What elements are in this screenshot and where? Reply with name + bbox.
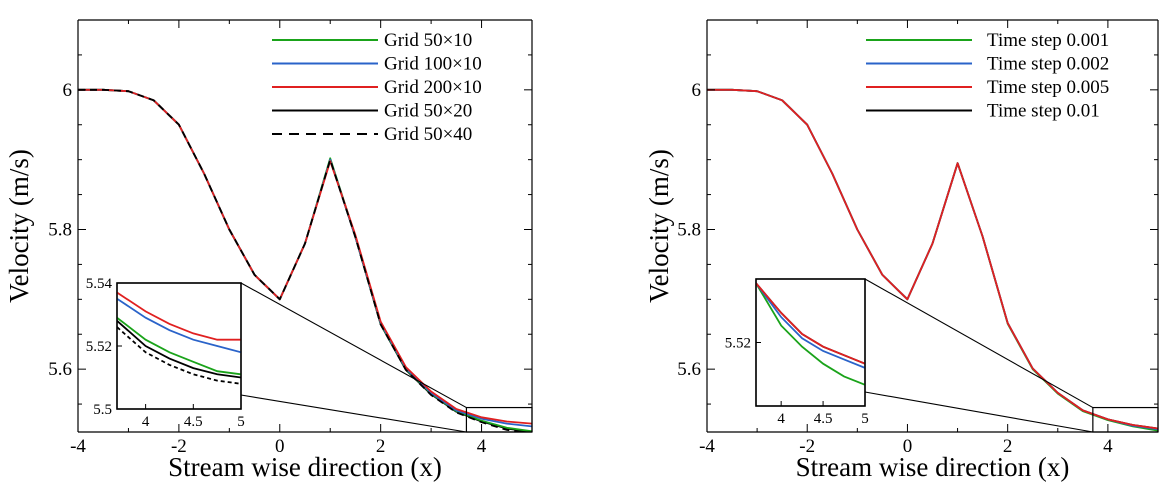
inset-y-tick-label: 5.52	[725, 336, 751, 352]
inset-x-tick-label: 4	[142, 414, 150, 430]
legend-label: Grid 200×10	[384, 77, 482, 98]
legend-label: Time step 0.01	[987, 101, 1100, 122]
x-tick-label: 0	[903, 436, 913, 457]
x-tick-label: 2	[1003, 436, 1013, 457]
inset-series-line-3	[756, 282, 865, 365]
inset-x-tick-label: 5	[237, 414, 245, 430]
series-group	[78, 88, 532, 432]
x-tick-label: 4	[477, 436, 487, 457]
inset-series-line-1	[117, 316, 241, 376]
x-tick-label: -4	[699, 436, 715, 457]
inset-series-group	[756, 282, 865, 386]
x-axis-title: Stream wise direction (x)	[796, 452, 1070, 482]
series-group	[707, 88, 1158, 432]
inset-series-line-5	[117, 326, 241, 385]
series-line-3	[707, 88, 1158, 430]
legend-label: Grid 50×40	[384, 124, 472, 145]
zoom-connector-top	[240, 282, 467, 409]
inset-x-tick-label: 4.5	[184, 414, 203, 430]
y-tick-label: 6	[63, 80, 73, 101]
x-tick-label: 4	[1103, 436, 1113, 457]
y-tick-label: 5.6	[677, 359, 701, 380]
x-tick-label: 0	[275, 436, 285, 457]
inset-series-line-1	[756, 282, 865, 386]
inset-series-line-4	[117, 320, 241, 379]
legend-label: Grid 100×10	[384, 54, 482, 75]
zoom-connector-bottom	[240, 394, 467, 433]
inset-plot: 4 4.5 5 5.5 5.52 5.54	[86, 276, 245, 430]
y-tick-label: 5.8	[677, 219, 701, 240]
x-tick-label: -2	[799, 436, 815, 457]
legend-label: Time step 0.002	[987, 54, 1109, 75]
inset-y-tick-label: 5.54	[86, 276, 113, 292]
chart-1: -4 -2 0 2 4 5.6 5.8 6 Stream wise direction (x) V…	[4, 19, 533, 482]
inset-x-tick-label: 4	[777, 411, 785, 427]
inset-series-line-2	[117, 297, 241, 354]
zoom-connector-top	[864, 278, 1094, 409]
y-tick-label: 5.6	[48, 359, 72, 380]
y-axis-title: Velocity (m/s)	[644, 149, 674, 303]
zoom-region-box	[1092, 406, 1159, 433]
inset-y-tick-label: 5.52	[86, 339, 112, 355]
y-axis-title: Velocity (m/s)	[4, 149, 34, 303]
inset-series-line-3	[117, 291, 241, 341]
inset-series-line-2	[756, 282, 865, 369]
legend-label: Grid 50×10	[384, 30, 472, 51]
inset-x-tick-label: 5	[861, 411, 869, 427]
x-tick-label: 2	[376, 436, 386, 457]
inset-series-group	[117, 291, 241, 385]
legend-label: Time step 0.001	[987, 30, 1109, 51]
legend-label: Time step 0.005	[987, 77, 1109, 98]
inset-frame	[116, 282, 242, 410]
chart-2: -4 -2 0 2 4 5.6 5.8 6 Stream wise direction (x) V…	[644, 19, 1159, 482]
zoom-connector-bottom	[864, 391, 1093, 433]
y-tick-label: 6	[692, 80, 702, 101]
inset-y-tick-label: 5.5	[93, 402, 112, 418]
x-tick-label: -4	[70, 436, 86, 457]
inset-plot: 4 4.5 5 5.52	[725, 278, 869, 427]
x-tick-label: -2	[171, 436, 187, 457]
series-line-5	[78, 88, 529, 432]
y-tick-label: 5.8	[48, 219, 72, 240]
x-axis-title: Stream wise direction (x)	[168, 452, 442, 482]
inset-x-tick-label: 4.5	[814, 411, 833, 427]
legend-label: Grid 50×20	[384, 101, 472, 122]
zoom-region-box	[465, 406, 533, 433]
